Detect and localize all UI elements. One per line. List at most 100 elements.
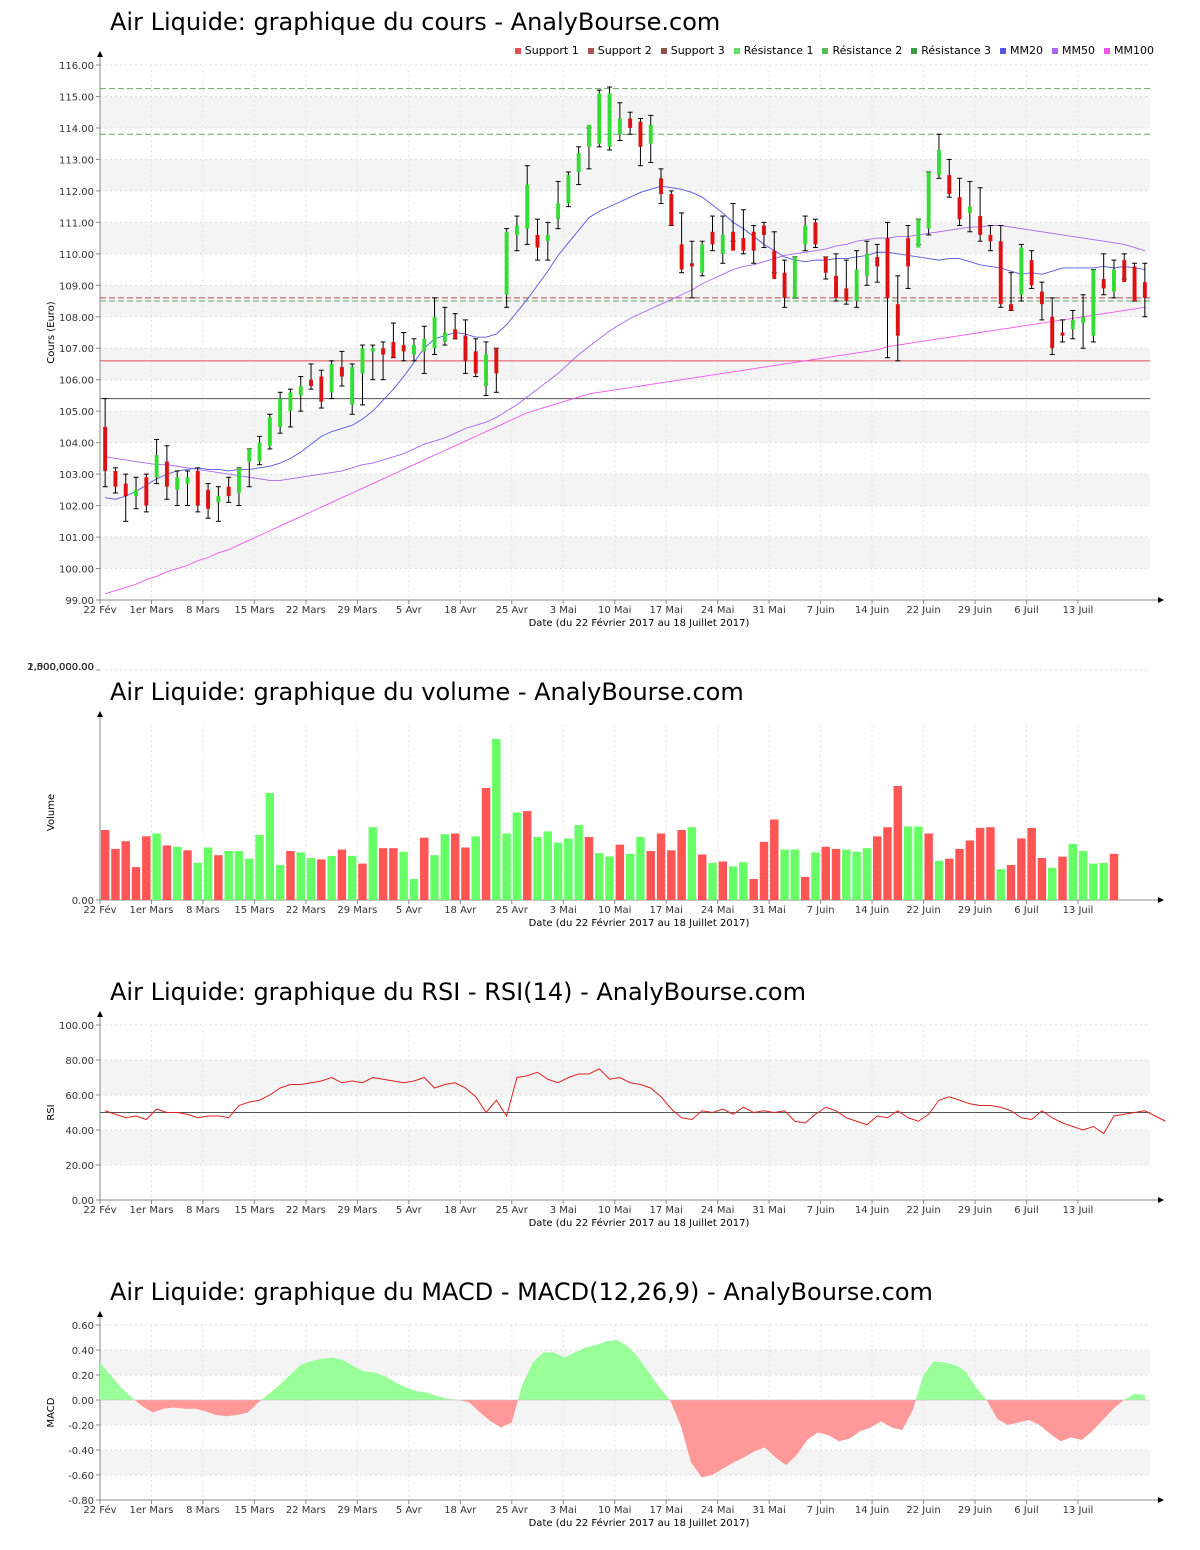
y-tick-label: 0.00 — [72, 896, 94, 907]
x-tick-label: 5 Avr — [396, 1505, 423, 1516]
x-tick-label: 24 Mai — [701, 905, 734, 916]
x-tick-label: 31 Mai — [752, 905, 785, 916]
x-tick-label: 10 Mai — [598, 1505, 631, 1516]
candle-body — [525, 184, 530, 229]
volume-bar — [790, 849, 800, 900]
price-chart: 99.00 100.00 101.00 102.00 103.00 104.00 105.0… — [46, 51, 1164, 629]
candle-body — [926, 172, 931, 229]
candle — [648, 114, 654, 164]
x-tick-label: 8 Mars — [186, 905, 220, 916]
candle — [535, 218, 540, 261]
volume-bar — [430, 855, 439, 900]
x-axis-label: Date (du 22 Février 2017 au 18 Juillet 2… — [529, 1517, 750, 1529]
grid-band — [100, 222, 1150, 254]
x-tick-label: 25 Avr — [496, 1505, 529, 1516]
grid-band — [100, 1450, 1150, 1475]
x-tick-label: 15 Mars — [234, 1505, 274, 1516]
x-tick-label: 24 Mai — [701, 605, 734, 616]
candle — [298, 376, 304, 412]
candle — [102, 398, 108, 488]
candle — [843, 259, 849, 305]
candle-body — [1132, 266, 1137, 302]
y-tick-label: 105.00 — [59, 407, 94, 418]
candle-body — [1142, 282, 1147, 298]
volume-bar — [636, 837, 645, 900]
candle — [936, 133, 942, 179]
candle — [154, 439, 160, 485]
candle — [287, 388, 293, 428]
candle — [1132, 262, 1138, 302]
legend-label: MM100 — [1114, 44, 1154, 57]
candle-body — [731, 231, 736, 251]
candle — [421, 325, 427, 374]
candle-body — [535, 234, 540, 248]
volume-bar — [111, 848, 120, 900]
candle — [607, 86, 613, 151]
x-tick-label: 7 Juin — [807, 905, 835, 916]
candle-body — [638, 121, 643, 147]
candle-body — [442, 332, 447, 342]
y-axis-arrow — [97, 1311, 103, 1317]
legend-item: Support 3 — [660, 44, 725, 57]
candle — [699, 240, 705, 277]
candle — [308, 363, 314, 390]
candle — [164, 445, 170, 500]
candle-body — [1112, 269, 1116, 292]
volume-bar — [924, 833, 933, 900]
candle — [915, 218, 921, 248]
candle — [802, 215, 808, 252]
candle-body — [195, 470, 200, 506]
candle-body — [103, 426, 108, 471]
volume-chart-panel: Air Liquide: graphique du volume - Analy… — [0, 662, 1200, 940]
x-tick-label: 14 Juin — [855, 605, 889, 616]
candle-body — [998, 241, 1003, 305]
volume-bar — [934, 860, 944, 900]
macd-chart-title: Air Liquide: graphique du MACD - MACD(12… — [110, 1278, 933, 1306]
volume-bar — [687, 827, 697, 900]
rsi-chart-title: Air Liquide: graphique du RSI - RSI(14) … — [110, 978, 806, 1006]
legend-swatch — [514, 47, 521, 54]
candle — [390, 322, 396, 359]
candle — [215, 486, 221, 522]
volume-bar — [399, 851, 408, 900]
candle-body — [473, 351, 478, 374]
volume-bar — [543, 831, 553, 900]
candle — [339, 350, 345, 387]
legend-item: Support 1 — [514, 44, 579, 57]
candle-body — [237, 467, 241, 493]
y-tick-label: 116.00 — [59, 61, 94, 72]
candle-body — [401, 345, 406, 352]
candle-body — [1050, 316, 1055, 349]
candle — [679, 212, 685, 274]
x-tick-label: 22 Fév — [83, 904, 116, 916]
candle-body — [319, 376, 324, 402]
macd-negative-area — [134, 1400, 262, 1417]
volume-bar — [121, 841, 130, 900]
volume-bar — [275, 865, 285, 900]
candle — [987, 225, 993, 252]
candle-body — [689, 263, 694, 267]
volume-bar — [739, 862, 748, 900]
y-tick-label: 0.20 — [72, 1371, 94, 1382]
y-tick-label: 107.00 — [59, 344, 94, 355]
x-tick-label: 29 Juin — [958, 605, 992, 616]
legend-swatch — [1052, 47, 1059, 54]
macd-negative-area — [670, 1400, 916, 1478]
volume-bar — [286, 851, 295, 900]
volume-bar — [770, 819, 779, 900]
candle-body — [164, 461, 169, 487]
candle — [493, 347, 499, 393]
volume-bar — [533, 837, 542, 900]
candle — [627, 111, 633, 135]
volume-bar — [749, 879, 758, 900]
candle-body — [381, 348, 386, 355]
x-tick-label: 8 Mars — [186, 1205, 220, 1216]
candle — [710, 215, 715, 252]
candle-body — [947, 175, 952, 195]
candle-body — [494, 348, 499, 374]
legend-item: MM20 — [1000, 44, 1043, 57]
candle — [946, 158, 952, 198]
candle-body — [339, 367, 344, 377]
candle — [967, 180, 973, 233]
candle-body — [360, 348, 365, 374]
